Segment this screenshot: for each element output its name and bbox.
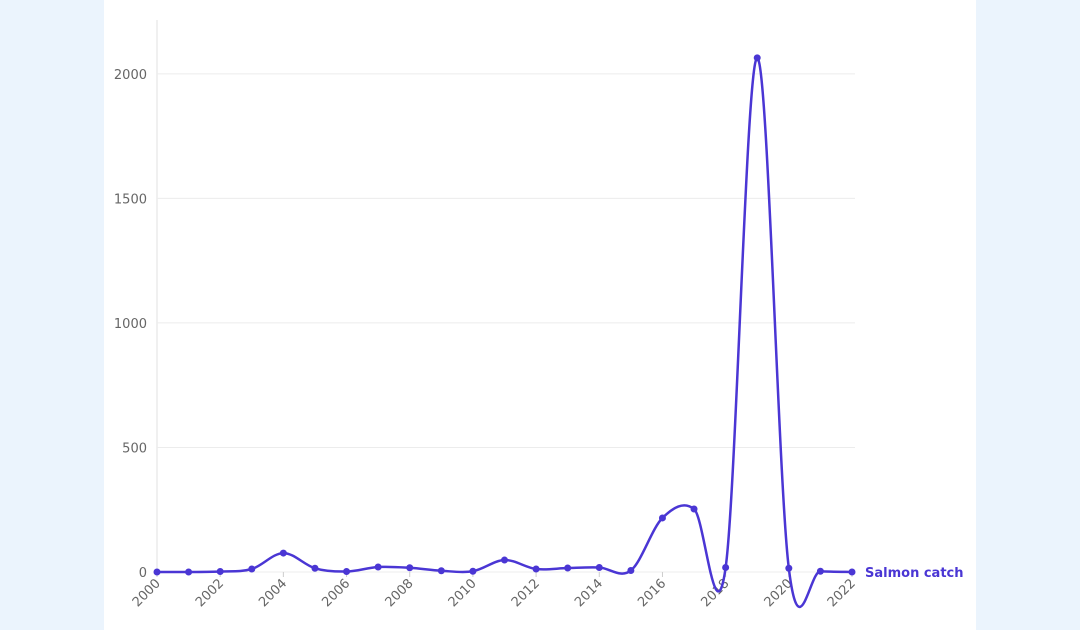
point <box>437 567 445 575</box>
x-tick-label: 2006 <box>319 576 353 610</box>
y-tick-label: 1000 <box>114 317 147 332</box>
x-tick-label: 2000 <box>130 576 164 610</box>
point <box>595 564 603 572</box>
x-tick-label: 2022 <box>825 576 859 610</box>
series-label: Salmon catch <box>865 566 964 581</box>
y-tick-label: 2000 <box>114 68 147 83</box>
point <box>532 565 540 573</box>
point <box>564 564 572 572</box>
y-tick-label: 500 <box>122 441 147 456</box>
point <box>501 556 508 564</box>
point <box>185 568 193 576</box>
x-tick-label: 2008 <box>383 576 417 610</box>
point <box>469 567 477 575</box>
x-tick-label: 2004 <box>256 576 290 610</box>
line <box>156 56 853 609</box>
x-tick-label: 2016 <box>635 576 669 610</box>
point <box>722 564 730 572</box>
point <box>848 568 856 576</box>
point <box>406 564 414 572</box>
x-tick-label: 2018 <box>698 576 732 610</box>
point <box>279 549 287 557</box>
point <box>311 564 319 572</box>
point <box>216 568 224 576</box>
point <box>658 514 666 522</box>
x-tick-label: 2002 <box>193 576 227 610</box>
point <box>816 567 824 575</box>
point <box>753 54 761 62</box>
point <box>248 565 256 573</box>
point <box>153 568 161 576</box>
x-tick-label: 2014 <box>572 576 606 610</box>
chart-panel <box>104 0 976 630</box>
y-tick-label: 0 <box>139 566 147 581</box>
point <box>690 505 698 513</box>
x-tick-label: 2010 <box>446 576 480 610</box>
point <box>627 567 635 575</box>
point <box>785 564 793 572</box>
point <box>374 563 382 571</box>
y-tick-label: 1500 <box>114 192 147 207</box>
point <box>343 568 351 576</box>
x-tick-label: 2012 <box>509 576 543 610</box>
